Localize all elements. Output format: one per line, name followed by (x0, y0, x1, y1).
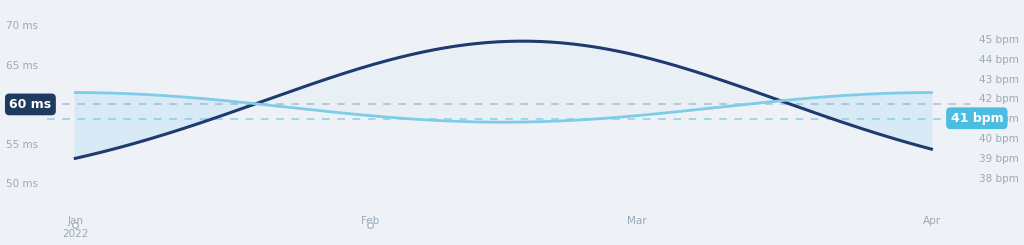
Text: 41 bpm: 41 bpm (950, 112, 1004, 125)
Text: 60 ms: 60 ms (9, 98, 51, 111)
